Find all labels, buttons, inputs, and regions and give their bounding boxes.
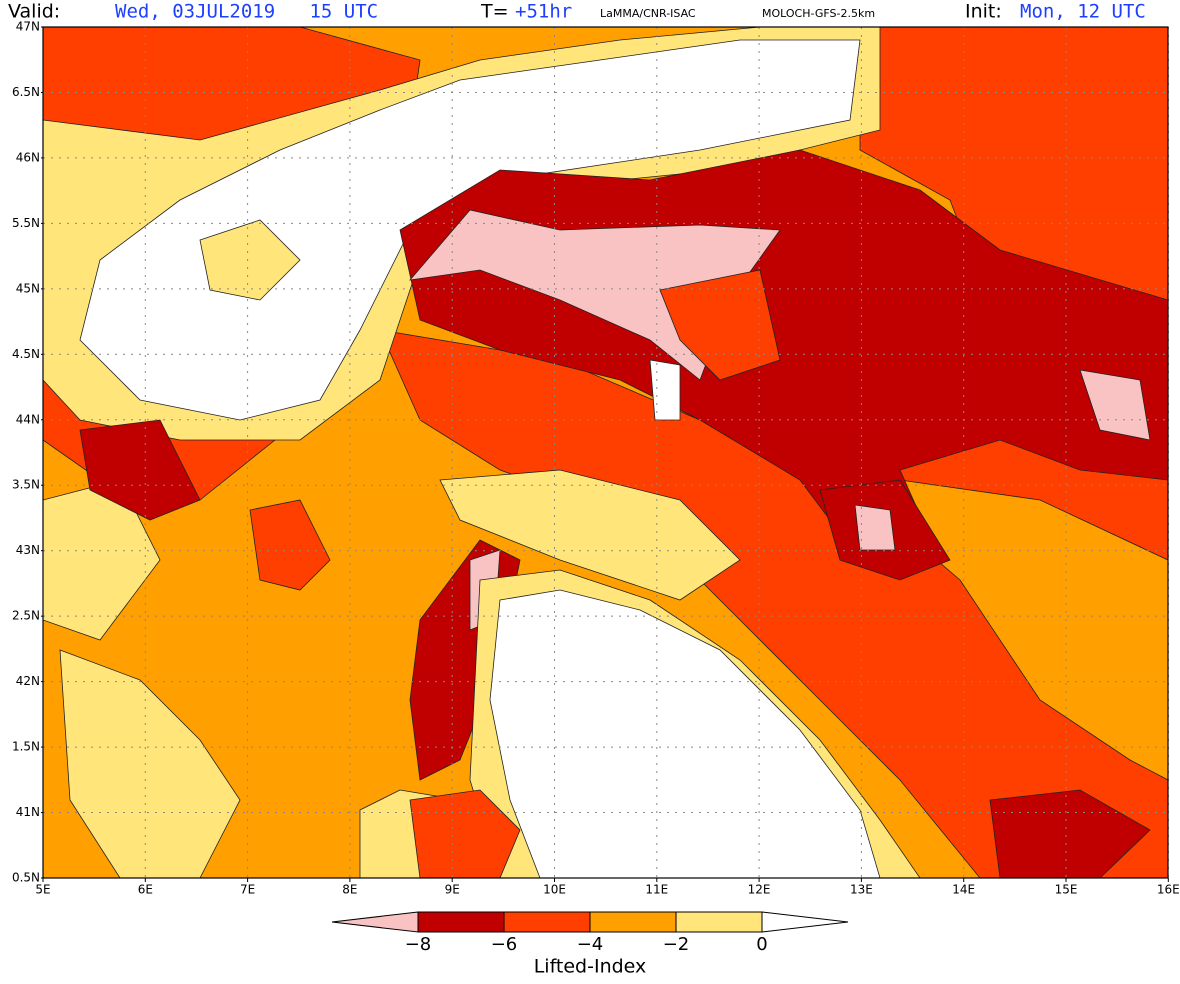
lon-label: 13E bbox=[850, 883, 873, 897]
lon-label: 14E bbox=[952, 883, 975, 897]
field-area bbox=[854, 504, 896, 551]
lat-label: 43N bbox=[16, 543, 40, 557]
colorbar-label: −6 bbox=[491, 934, 518, 955]
colorbar: −8 −6 −4 −2 0 bbox=[331, 911, 849, 955]
lon-label: 7E bbox=[240, 883, 255, 897]
map-frame bbox=[42, 26, 1169, 879]
colorbar-segment bbox=[503, 911, 591, 933]
model: MOLOCH-GFS-2.5km bbox=[762, 7, 875, 20]
lat-label: 41N bbox=[16, 805, 40, 819]
lat-label: 47N bbox=[16, 20, 40, 34]
lon-label: 5E bbox=[35, 883, 50, 897]
colorbar-segment bbox=[675, 911, 763, 933]
field-area bbox=[199, 219, 301, 301]
lat-label: 2.5N bbox=[12, 609, 40, 623]
field-area bbox=[79, 39, 861, 421]
graticule bbox=[43, 27, 1169, 878]
lon-label: 11E bbox=[645, 883, 668, 897]
field-area bbox=[659, 269, 781, 381]
colorbar-segment bbox=[417, 911, 505, 933]
lat-label: 45N bbox=[16, 281, 40, 295]
lat-label: 42N bbox=[16, 674, 40, 688]
lat-label: 46N bbox=[16, 150, 40, 164]
field bbox=[43, 27, 1168, 878]
field-area bbox=[249, 499, 331, 591]
lon-label: 8E bbox=[342, 883, 357, 897]
colorbar-label: 0 bbox=[756, 934, 767, 955]
lat-label: 4.5N bbox=[12, 347, 40, 361]
field-area bbox=[409, 789, 521, 878]
colorbar-label: −2 bbox=[663, 934, 690, 955]
lon-label: 10E bbox=[543, 883, 566, 897]
colorbar-title: Lifted-Index bbox=[534, 956, 647, 978]
lat-label: 1.5N bbox=[12, 740, 40, 754]
institution: LaMMA/CNR-ISAC bbox=[600, 7, 696, 20]
field-area bbox=[79, 419, 201, 521]
lead-time: +51hr bbox=[515, 1, 572, 23]
lon-label: 16E bbox=[1157, 883, 1180, 897]
lon-label: 15E bbox=[1055, 883, 1078, 897]
lon-label: 12E bbox=[748, 883, 771, 897]
field-area bbox=[439, 469, 741, 601]
lat-label: 5.5N bbox=[12, 216, 40, 230]
sea-area bbox=[489, 589, 881, 878]
colorbar-label: −4 bbox=[577, 934, 604, 955]
init-time: Mon, 12 UTC bbox=[1020, 1, 1146, 23]
lat-label: 6.5N bbox=[12, 85, 40, 99]
colorbar-segment bbox=[589, 911, 677, 933]
init-label: Init: bbox=[965, 1, 1002, 23]
axis-labels: 47N 6.5N 46N 5.5N 45N 4.5N 44N 3.5N 43N 2.5N 42N 1.… bbox=[12, 20, 1180, 897]
lon-label: 6E bbox=[138, 883, 153, 897]
lead-label: T= bbox=[480, 1, 509, 23]
lat-label: 3.5N bbox=[12, 478, 40, 492]
lon-label: 9E bbox=[445, 883, 460, 897]
lat-label: 44N bbox=[16, 412, 40, 426]
field-area bbox=[59, 649, 241, 878]
field-area bbox=[1079, 369, 1151, 441]
field-area bbox=[649, 359, 681, 421]
colorbar-segment bbox=[761, 911, 849, 933]
colorbar-segment bbox=[331, 911, 419, 933]
valid-label: Valid: bbox=[8, 1, 60, 23]
valid-time: Wed, 03JUL2019 15 UTC bbox=[115, 1, 378, 23]
lat-label: 0.5N bbox=[12, 871, 40, 885]
field-area bbox=[989, 789, 1151, 878]
colorbar-label: −8 bbox=[405, 934, 432, 955]
